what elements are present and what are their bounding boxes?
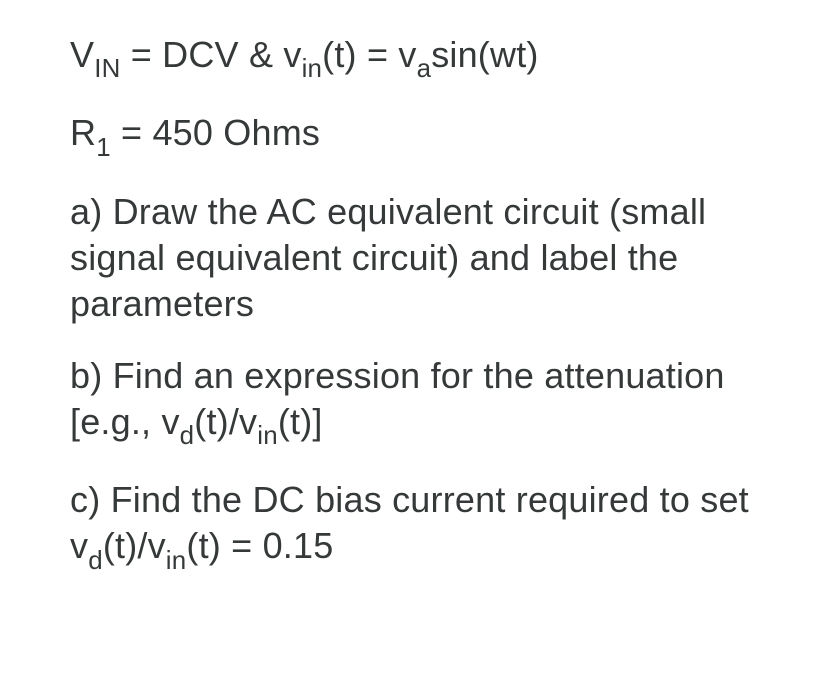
text: V	[70, 34, 94, 75]
subscript: in	[302, 55, 323, 83]
line-definitions: VIN = DCV & vin(t) = vasin(wt)	[70, 32, 796, 84]
subscript: IN	[94, 55, 120, 83]
problem-text: VIN = DCV & vin(t) = vasin(wt) R1 = 450 …	[0, 0, 840, 697]
text: R	[70, 112, 96, 153]
line-r1: R1 = 450 Ohms	[70, 110, 796, 162]
part-b: b) Find an expression for the attenuatio…	[70, 353, 796, 451]
text: b) Find an expression for the attenuatio…	[70, 355, 725, 442]
subscript: a	[417, 55, 432, 83]
text: sin(wt)	[431, 34, 538, 75]
text: (t)]	[278, 401, 323, 442]
part-a: a) Draw the AC equivalent circuit (small…	[70, 189, 796, 327]
text: (t) = 0.15	[186, 525, 333, 566]
part-c: c) Find the DC bias current required to …	[70, 477, 796, 575]
text: = DCV & v	[121, 34, 302, 75]
subscript: in	[257, 422, 278, 450]
text: a) Draw the AC equivalent circuit (small…	[70, 191, 706, 324]
subscript: d	[88, 547, 103, 575]
text: (t) = v	[322, 34, 416, 75]
subscript: in	[166, 547, 187, 575]
subscript: 1	[96, 134, 111, 162]
subscript: d	[180, 422, 195, 450]
text: (t)/v	[103, 525, 166, 566]
text: (t)/v	[194, 401, 257, 442]
text: = 450 Ohms	[111, 112, 320, 153]
